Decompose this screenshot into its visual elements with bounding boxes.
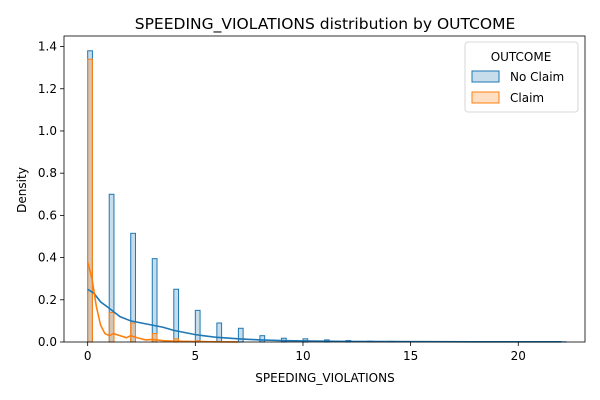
bar-0-7 <box>237 327 244 343</box>
y-tick-label-4: 0.8 <box>38 166 57 180</box>
chart-title: SPEEDING_VIOLATIONS distribution by OUTC… <box>135 15 516 34</box>
y-tick-label-5: 1.0 <box>38 124 57 138</box>
y-tick-label-2: 0.4 <box>38 251 57 265</box>
legend-label-claim: Claim <box>510 91 544 105</box>
y-tick-label-7: 1.4 <box>38 40 57 54</box>
legend-frame <box>464 41 579 113</box>
bar-0-6 <box>216 322 223 343</box>
bar-0-4 <box>173 288 180 343</box>
bar-1-2 <box>130 322 136 343</box>
x-tick-label-1: 5 <box>192 349 200 363</box>
x-tick-label-4: 20 <box>511 349 526 363</box>
kde-line-1 <box>86 261 239 343</box>
x-tick-label-3: 15 <box>403 349 418 363</box>
bar-0-3 <box>151 258 158 343</box>
bar-1-1 <box>108 311 115 343</box>
x-tick-label-2: 10 <box>295 349 310 363</box>
y-tick-label-6: 1.2 <box>38 82 57 96</box>
bar-0-5 <box>194 309 201 343</box>
legend-swatch-no-claim <box>471 70 500 83</box>
y-tick-label-0: 0.0 <box>38 335 57 349</box>
y-axis: 0.0 0.2 0.4 0.6 0.8 1.0 1.2 1.4 <box>38 40 64 349</box>
x-tick-label-0: 0 <box>84 349 92 363</box>
bar-0-8 <box>259 335 266 343</box>
legend: OUTCOME No Claim Claim <box>464 41 579 113</box>
legend-label-no-claim: No Claim <box>510 70 564 84</box>
x-axis-label: SPEEDING_VIOLATIONS <box>255 371 394 385</box>
y-axis-label: Density <box>15 167 29 213</box>
y-tick-label-3: 0.6 <box>38 208 57 222</box>
legend-swatch-claim <box>471 91 500 104</box>
x-axis: 0 5 10 15 20 <box>84 342 526 363</box>
plot-frame <box>63 35 586 343</box>
kde-line-0 <box>87 288 562 343</box>
y-tick-label-1: 0.2 <box>38 293 57 307</box>
legend-title: OUTCOME <box>491 50 552 64</box>
bar-1-0 <box>87 58 93 343</box>
